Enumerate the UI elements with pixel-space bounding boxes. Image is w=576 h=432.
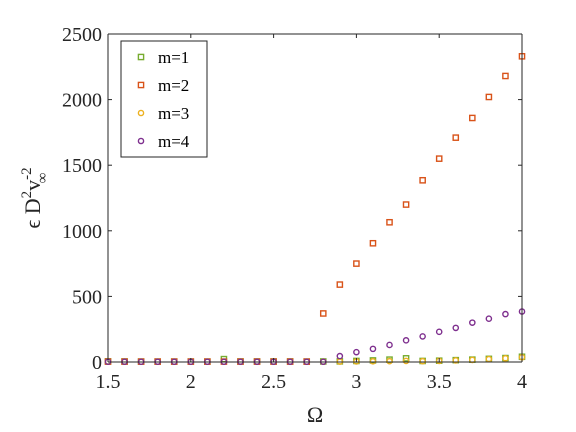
data-point <box>319 310 327 317</box>
y-tick-label: 1500 <box>62 155 102 177</box>
data-point <box>419 176 426 184</box>
data-point <box>353 260 360 267</box>
data-point <box>336 281 344 288</box>
y-axis-title-sup1: 2 <box>19 191 35 199</box>
data-point <box>469 319 476 326</box>
data-point <box>419 357 426 365</box>
data-point <box>435 155 443 162</box>
legend-item: m=1 <box>137 48 189 67</box>
data-point <box>353 348 360 356</box>
x-tick-label: 3 <box>351 371 361 393</box>
legend-box <box>120 40 208 158</box>
legend-marker <box>137 81 145 89</box>
y-axis-title-v: v <box>20 180 45 191</box>
x-tick-label: 2 <box>186 371 196 393</box>
data-point <box>402 201 410 208</box>
legend-label: m=4 <box>158 132 190 151</box>
legend-marker <box>137 137 145 145</box>
legend-item: m=4 <box>137 132 190 151</box>
x-tick-label: 1.5 <box>96 371 121 393</box>
legend-marker <box>137 53 145 61</box>
legend-item: m=2 <box>137 76 189 95</box>
y-axis-title-main: ϵ D <box>20 198 45 228</box>
legend: m=1 m=2 m=3 m=4 <box>120 40 208 158</box>
data-point <box>369 345 377 353</box>
y-axis-title-sub: ∞ <box>35 173 51 184</box>
y-tick-label: 2500 <box>62 24 102 46</box>
data-point <box>386 218 393 226</box>
y-tick-label: 1000 <box>62 221 102 243</box>
x-tick-label: 3.5 <box>427 371 452 393</box>
x-tick-label: 4 <box>517 371 527 393</box>
data-point <box>452 134 460 141</box>
y-axis-title-sup2: -2 <box>19 167 35 180</box>
legend-items: m=1 m=2 m=3 m=4 <box>137 48 190 151</box>
data-point <box>419 333 426 340</box>
data-point <box>452 357 460 364</box>
axes-layer <box>107 33 523 363</box>
data-point <box>502 72 509 80</box>
data-point <box>336 352 344 360</box>
data-point <box>369 239 377 247</box>
data-point <box>435 328 443 336</box>
data-point <box>452 324 460 332</box>
x-tick-label: 2.5 <box>261 371 286 393</box>
data-point <box>485 315 493 323</box>
y-tick-label: 0 <box>92 352 102 374</box>
data-point <box>386 341 393 349</box>
legend-label: m=3 <box>158 104 189 123</box>
legend-marker <box>137 109 145 117</box>
legend-label: m=1 <box>158 48 189 67</box>
y-tick-label: 500 <box>72 286 102 308</box>
data-point <box>402 355 410 362</box>
data-point <box>469 356 476 364</box>
x-axis-title: Ω <box>307 402 323 427</box>
data-point <box>485 93 493 101</box>
data-point <box>402 357 410 365</box>
data-point <box>369 358 377 365</box>
data-point <box>502 355 509 362</box>
data-point <box>502 310 509 318</box>
ticks-layer: 1.5 2 2.5 3 3.5 4 0 500 1000 1500 2000 2500 <box>62 24 527 393</box>
data-point <box>469 114 476 122</box>
legend-label: m=2 <box>158 76 189 95</box>
data-point <box>402 337 410 344</box>
y-axis-title: ϵ D2v-2∞ <box>19 167 51 228</box>
legend-item: m=3 <box>137 104 189 123</box>
y-tick-label: 2000 <box>62 90 102 112</box>
data-point <box>386 357 393 365</box>
